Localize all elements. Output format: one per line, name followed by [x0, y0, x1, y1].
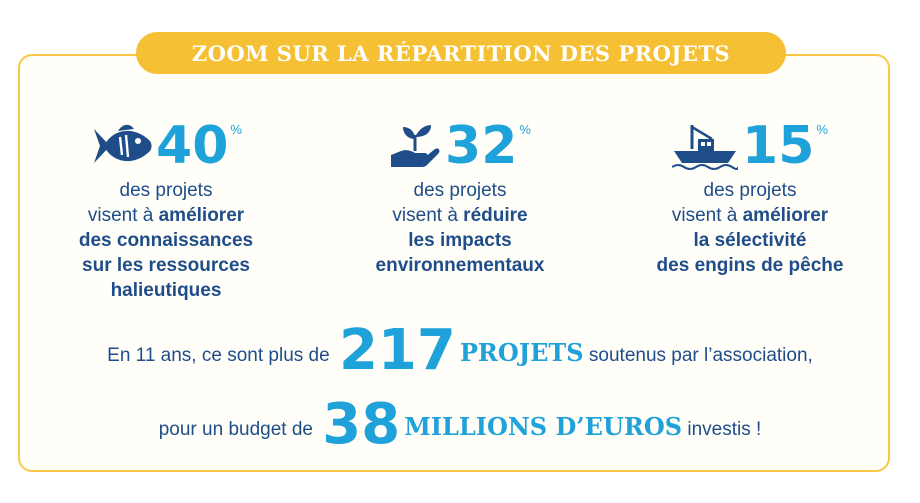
stat-line: halieutiques	[110, 280, 222, 301]
stat-fish: 40 % des projets visent à améliorer des …	[26, 116, 306, 303]
stat-lead: des projets	[413, 180, 507, 201]
stat-description: des projets visent à réduire les impacts…	[320, 178, 600, 278]
projects-count: 217	[338, 318, 456, 383]
stat-line-plain: visent à	[392, 205, 464, 226]
stat-line: la sélectivité	[693, 230, 807, 251]
stat-line: des connaissances	[78, 230, 254, 251]
summary-text: En 11 ans, ce sont plus de	[107, 345, 330, 366]
stat-line: des engins de pêche	[656, 255, 844, 276]
fishing-boat-icon	[672, 125, 739, 170]
stat-header: 15 %	[610, 116, 890, 176]
budget-word: MILLIONS D’EUROS	[404, 412, 683, 441]
stat-plant: 32 % des projets visent à réduire les im…	[320, 116, 600, 278]
stat-header: 40 %	[26, 116, 306, 176]
stat-value: 32	[445, 116, 518, 176]
stat-description: des projets visent à améliorer la sélect…	[610, 178, 890, 278]
summary-projects: En 11 ans, ce sont plus de 217 PROJETS so…	[0, 318, 920, 383]
section-title: ZOOM SUR LA RÉPARTITION DES PROJETS	[136, 32, 786, 74]
stat-lead: des projets	[703, 180, 797, 201]
stat-unit: %	[519, 122, 531, 137]
stat-line-plain: visent à	[671, 205, 743, 226]
stat-line-bold: améliorer	[742, 205, 829, 226]
fish-icon	[94, 124, 152, 163]
stat-line: environnementaux	[375, 255, 545, 276]
stat-unit: %	[816, 122, 828, 137]
stat-header: 32 %	[320, 116, 600, 176]
summary-text: pour un budget de	[158, 419, 313, 440]
projects-word: PROJETS	[459, 338, 584, 367]
budget-amount: 38	[322, 392, 401, 457]
stat-value: 15	[742, 116, 815, 176]
stat-description: des projets visent à améliorer des conna…	[26, 178, 306, 303]
stat-lead: des projets	[119, 180, 213, 201]
summary-text: investis !	[687, 419, 762, 440]
stat-unit: %	[230, 122, 242, 137]
stat-line: les impacts	[408, 230, 512, 251]
stat-line-bold: réduire	[463, 205, 528, 226]
stat-boat: 15 % des projets visent à améliorer la s…	[610, 116, 890, 278]
stat-value: 40	[156, 116, 229, 176]
stat-line: sur les ressources	[82, 255, 250, 276]
stat-line-plain: visent à	[87, 205, 159, 226]
summary-text: soutenus par l’association,	[588, 345, 813, 366]
content-frame	[18, 54, 890, 472]
plant-in-hand-icon	[391, 125, 440, 167]
stat-line-bold: améliorer	[158, 205, 245, 226]
summary-budget: pour un budget de 38 MILLIONS D’EUROS inv…	[0, 392, 920, 457]
